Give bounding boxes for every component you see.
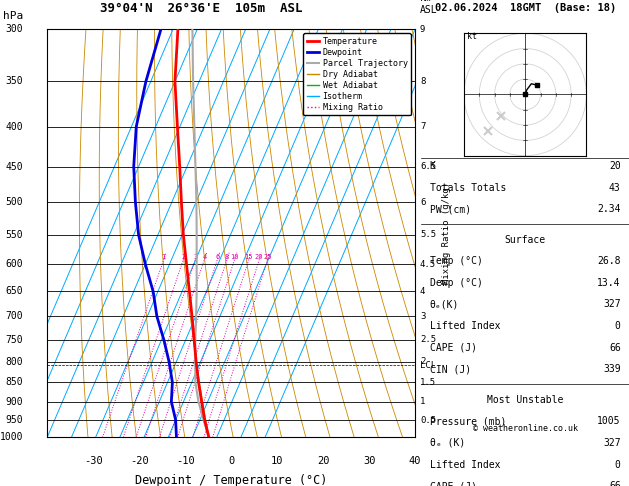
Text: 40: 40: [409, 456, 421, 466]
Text: 9: 9: [420, 25, 425, 34]
Text: 550: 550: [6, 230, 23, 240]
Text: 7: 7: [420, 122, 425, 131]
Text: 600: 600: [6, 259, 23, 269]
Text: 327: 327: [603, 438, 621, 448]
Text: 1.5: 1.5: [420, 378, 436, 387]
Text: Totals Totals: Totals Totals: [430, 183, 506, 192]
Text: 20: 20: [255, 254, 264, 260]
Text: 4.5: 4.5: [420, 260, 436, 269]
Text: 26.8: 26.8: [597, 256, 621, 266]
Text: 3: 3: [420, 312, 425, 321]
Text: θₑ (K): θₑ (K): [430, 438, 465, 448]
Text: Lifted Index: Lifted Index: [430, 460, 500, 469]
Text: 0: 0: [615, 321, 621, 331]
Text: 8: 8: [420, 77, 425, 86]
Text: CIN (J): CIN (J): [430, 364, 471, 374]
Text: 66: 66: [609, 343, 621, 353]
Text: 900: 900: [6, 397, 23, 407]
Text: © weatheronline.co.uk: © weatheronline.co.uk: [473, 424, 577, 434]
Text: 450: 450: [6, 162, 23, 172]
Text: 6: 6: [420, 198, 425, 207]
Text: 3: 3: [193, 254, 198, 260]
Text: hPa: hPa: [3, 11, 23, 21]
Text: 8: 8: [225, 254, 229, 260]
Text: -20: -20: [130, 456, 148, 466]
Text: km
ASL: km ASL: [420, 0, 438, 15]
Text: 20: 20: [317, 456, 330, 466]
Text: 5.5: 5.5: [420, 230, 436, 239]
Text: 339: 339: [603, 364, 621, 374]
Text: Pressure (mb): Pressure (mb): [430, 417, 506, 426]
Text: 39°04'N  26°36'E  105m  ASL: 39°04'N 26°36'E 105m ASL: [101, 2, 303, 15]
Text: 2: 2: [181, 254, 186, 260]
Text: 0: 0: [228, 456, 234, 466]
Text: 30: 30: [363, 456, 376, 466]
Text: Most Unstable: Most Unstable: [487, 395, 564, 405]
Text: 1: 1: [420, 397, 425, 406]
Text: θₑ(K): θₑ(K): [430, 299, 459, 310]
Text: 25: 25: [263, 254, 272, 260]
Text: 2.5: 2.5: [420, 335, 436, 345]
Text: 1005: 1005: [597, 417, 621, 426]
Text: -30: -30: [84, 456, 103, 466]
Text: 1: 1: [162, 254, 166, 260]
Text: 500: 500: [6, 197, 23, 208]
Text: 327: 327: [603, 299, 621, 310]
Text: 1000: 1000: [0, 433, 23, 442]
Text: Temp (°C): Temp (°C): [430, 256, 482, 266]
Text: -10: -10: [175, 456, 194, 466]
Text: 300: 300: [6, 24, 23, 34]
Text: 02.06.2024  18GMT  (Base: 18): 02.06.2024 18GMT (Base: 18): [435, 3, 616, 13]
Text: 800: 800: [6, 357, 23, 367]
Text: Surface: Surface: [504, 235, 546, 244]
Text: Dewpoint / Temperature (°C): Dewpoint / Temperature (°C): [135, 474, 327, 486]
Text: 400: 400: [6, 122, 23, 132]
Text: Lifted Index: Lifted Index: [430, 321, 500, 331]
Text: 2: 2: [420, 357, 425, 366]
Text: 13.4: 13.4: [597, 278, 621, 288]
Text: 0: 0: [615, 460, 621, 469]
Text: 950: 950: [6, 415, 23, 425]
Text: 700: 700: [6, 312, 23, 321]
Text: K: K: [430, 161, 436, 171]
Text: 6.5: 6.5: [420, 162, 436, 171]
Legend: Temperature, Dewpoint, Parcel Trajectory, Dry Adiabat, Wet Adiabat, Isotherm, Mi: Temperature, Dewpoint, Parcel Trajectory…: [303, 34, 411, 116]
Text: 4: 4: [202, 254, 206, 260]
Text: 10: 10: [230, 254, 239, 260]
Text: 750: 750: [6, 335, 23, 345]
Text: 10: 10: [271, 456, 284, 466]
Text: 15: 15: [245, 254, 253, 260]
Text: Mixing Ratio (g/kg): Mixing Ratio (g/kg): [442, 182, 451, 284]
Text: 6: 6: [215, 254, 220, 260]
Text: 43: 43: [609, 183, 621, 192]
Text: 4: 4: [420, 287, 425, 296]
Text: CAPE (J): CAPE (J): [430, 481, 477, 486]
Text: 850: 850: [6, 377, 23, 387]
Text: 20: 20: [609, 161, 621, 171]
Text: 2.34: 2.34: [597, 204, 621, 214]
Text: 650: 650: [6, 286, 23, 296]
Text: 0.5: 0.5: [420, 416, 436, 424]
Text: LCL: LCL: [420, 361, 436, 370]
Text: Dewp (°C): Dewp (°C): [430, 278, 482, 288]
Text: 66: 66: [609, 481, 621, 486]
Text: PW (cm): PW (cm): [430, 204, 471, 214]
Text: CAPE (J): CAPE (J): [430, 343, 477, 353]
Text: 350: 350: [6, 76, 23, 87]
